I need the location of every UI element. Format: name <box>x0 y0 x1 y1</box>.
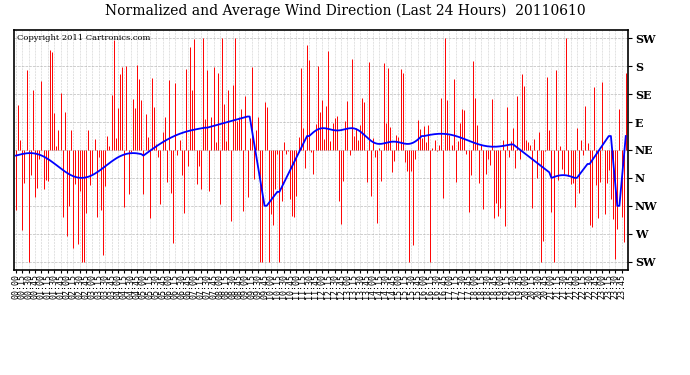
Text: Normalized and Average Wind Direction (Last 24 Hours)  20110610: Normalized and Average Wind Direction (L… <box>105 4 585 18</box>
Text: Copyright 2011 Cartronics.com: Copyright 2011 Cartronics.com <box>17 34 150 42</box>
